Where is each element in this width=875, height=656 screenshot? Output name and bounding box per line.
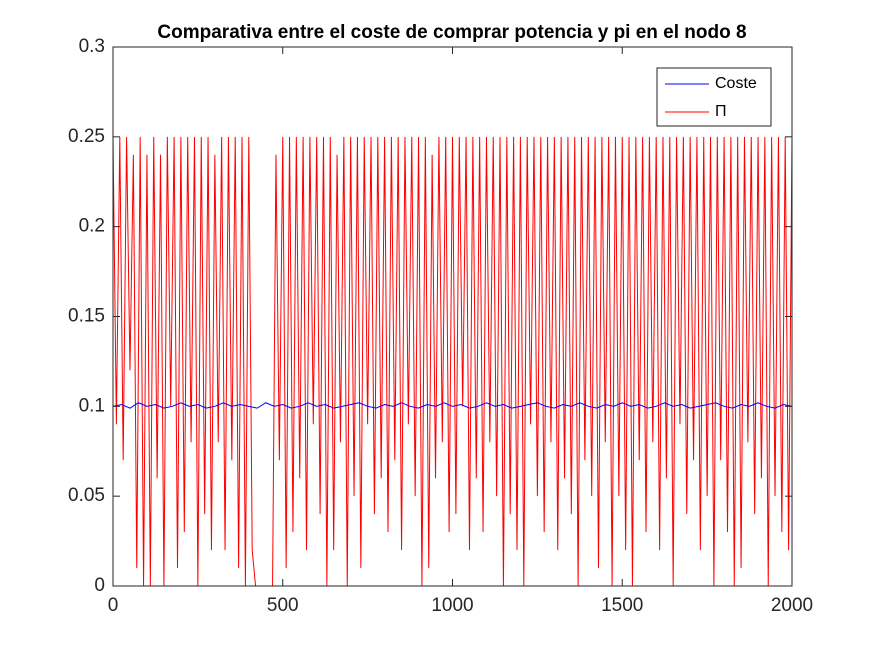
chart-title: Comparativa entre el coste de comprar po… <box>157 22 746 43</box>
legend: Coste Π <box>656 67 772 127</box>
x-tick-label: 1000 <box>431 595 473 616</box>
y-tick-label: 0 <box>94 575 105 596</box>
plot-area <box>113 47 792 586</box>
y-tick-label: 0.3 <box>79 36 105 57</box>
x-tick-label: 1500 <box>601 595 643 616</box>
legend-label: Coste <box>715 75 757 92</box>
legend-label: Π <box>715 103 727 120</box>
x-tick-label: 0 <box>108 595 119 616</box>
x-tick-label: 500 <box>267 595 299 616</box>
line-series <box>112 402 793 409</box>
plot-layer <box>112 136 793 587</box>
y-tick-label: 0.25 <box>68 126 105 147</box>
y-tick-label: 0.15 <box>68 306 105 327</box>
legend-box <box>656 67 772 127</box>
x-tick-label: 2000 <box>771 595 813 616</box>
y-tick-label: 0.2 <box>79 216 105 237</box>
y-tick-label: 0.1 <box>79 395 105 416</box>
y-tick-label: 0.05 <box>68 485 105 506</box>
line-series <box>112 136 793 587</box>
